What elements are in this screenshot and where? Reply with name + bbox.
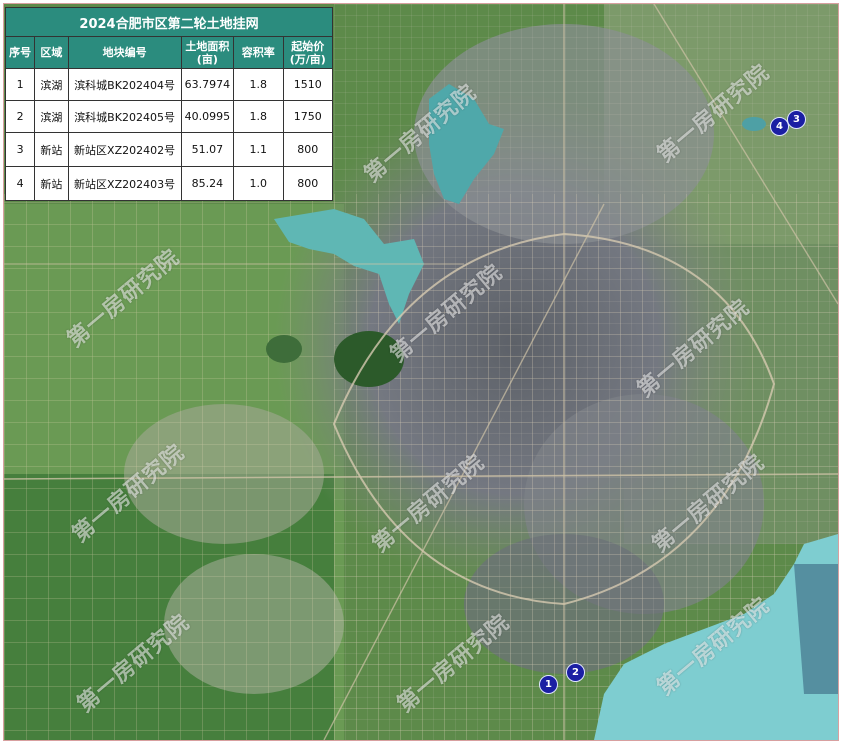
plot-marker-1[interactable]: 1 xyxy=(539,675,558,694)
cell-area: 滨湖 xyxy=(34,68,69,101)
cell-price: 800 xyxy=(282,132,334,167)
cell-size: 85.24 xyxy=(180,166,235,201)
cell-size: 40.0995 xyxy=(180,100,235,133)
cell-size: 51.07 xyxy=(180,132,235,167)
header-area: 区域 xyxy=(34,36,69,69)
cell-far: 1.1 xyxy=(233,132,284,167)
west-park xyxy=(266,335,302,363)
cell-code: 新站区XZ202403号 xyxy=(67,166,182,201)
cell-price: 1510 xyxy=(282,68,334,101)
cell-far: 1.0 xyxy=(233,166,284,201)
cell-area: 滨湖 xyxy=(34,100,69,133)
land-listing-table: 2024合肥市区第二轮土地挂网 序号 区域 地块编号 土地面积 (亩) 容积率 起… xyxy=(4,7,334,201)
cell-code: 滨科城BK202405号 xyxy=(67,100,182,133)
northeast-pond xyxy=(742,117,766,131)
cell-area: 新站 xyxy=(34,132,69,167)
header-price: 起始价 (万/亩) xyxy=(282,36,334,69)
table-row: 1 滨湖 滨科城BK202404号 63.7974 1.8 1510 xyxy=(4,68,334,101)
table-title: 2024合肥市区第二轮土地挂网 xyxy=(5,7,333,37)
highway-3 xyxy=(323,203,605,740)
cell-far: 1.8 xyxy=(233,68,284,101)
cell-code: 新站区XZ202402号 xyxy=(67,132,182,167)
header-size: 土地面积 (亩) xyxy=(180,36,235,69)
cell-price: 800 xyxy=(282,166,334,201)
chaohu-east-inlet xyxy=(794,564,838,694)
cell-area: 新站 xyxy=(34,166,69,201)
cell-price: 1750 xyxy=(282,100,334,133)
plot-marker-4[interactable]: 4 xyxy=(770,117,789,136)
header-no: 序号 xyxy=(4,36,36,69)
header-far: 容积率 xyxy=(233,36,284,69)
ring-road xyxy=(332,232,776,606)
plot-marker-2[interactable]: 2 xyxy=(566,663,585,682)
table-row: 4 新站 新站区XZ202403号 85.24 1.0 800 xyxy=(4,166,334,201)
cell-size: 63.7974 xyxy=(180,68,235,101)
cell-no: 1 xyxy=(4,68,36,101)
table-row: 2 滨湖 滨科城BK202405号 40.0995 1.8 1750 xyxy=(4,100,334,133)
cell-no: 2 xyxy=(4,100,36,133)
cell-code: 滨科城BK202404号 xyxy=(67,68,182,101)
table-row: 3 新站 新站区XZ202402号 51.07 1.1 800 xyxy=(4,132,334,167)
cell-far: 1.8 xyxy=(233,100,284,133)
highway-4 xyxy=(653,4,838,305)
header-code: 地块编号 xyxy=(67,36,182,69)
dafangying-reservoir xyxy=(429,84,504,204)
highway-1 xyxy=(4,473,838,480)
dongpu-reservoir xyxy=(274,209,424,324)
plot-marker-3[interactable]: 3 xyxy=(787,110,806,129)
chaohu-lake xyxy=(594,534,838,740)
cell-no: 4 xyxy=(4,166,36,201)
dashushan-park xyxy=(334,331,404,387)
cell-no: 3 xyxy=(4,132,36,167)
